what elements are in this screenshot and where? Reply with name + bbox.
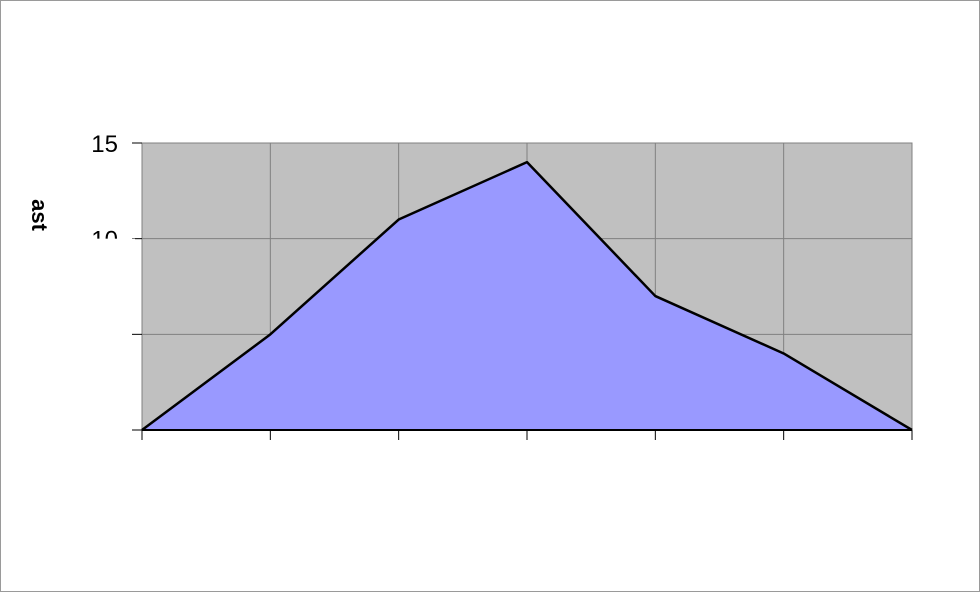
series-line <box>141 160 913 432</box>
tick-labels: 1510 <box>91 131 118 254</box>
label-occluder <box>60 238 135 279</box>
y-axis-title: ast <box>27 199 52 231</box>
y-tick-label: 15 <box>91 131 118 158</box>
area-series <box>142 162 912 430</box>
